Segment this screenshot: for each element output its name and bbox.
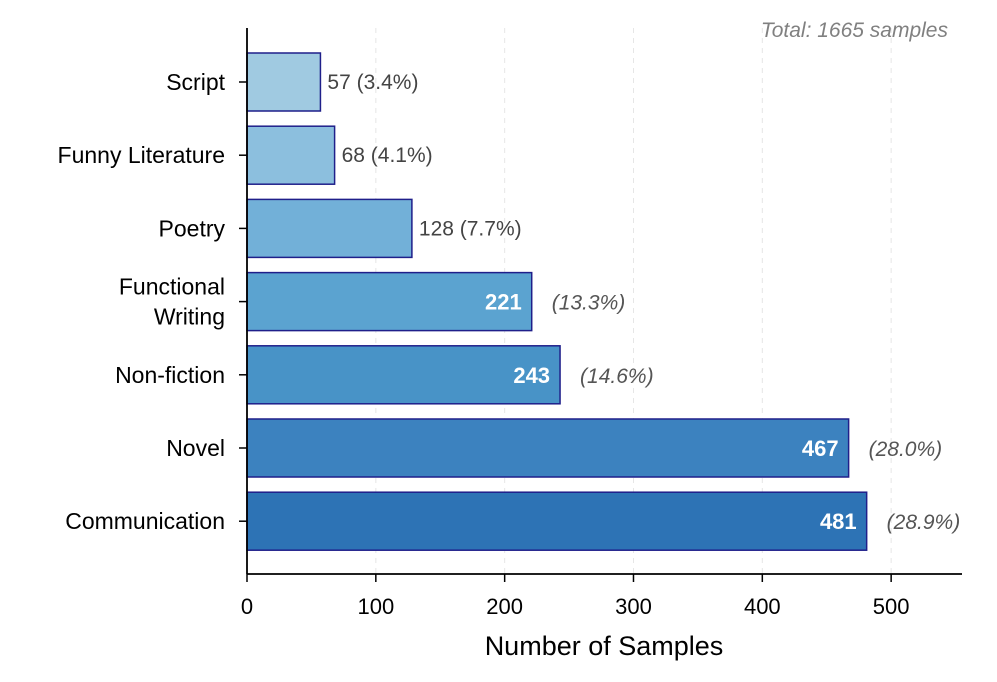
y-tick-label-line: Functional (119, 274, 225, 300)
y-tick-label-script: Script (166, 69, 225, 95)
y-tick-label-line: Novel (166, 435, 225, 461)
y-tick-label-novel: Novel (166, 435, 225, 461)
bar-value-label: 68 (4.1%) (342, 144, 433, 167)
bar-communication (246, 491, 868, 551)
y-tick-label-line: Communication (65, 508, 225, 534)
y-tick-label-communication: Communication (65, 508, 225, 534)
bar-poetry (246, 198, 413, 259)
bar-non-fiction (246, 345, 561, 405)
y-tick-label-poetry: Poetry (159, 215, 226, 241)
bar-functional-writing (246, 271, 533, 332)
y-tick-label-line: Poetry (159, 215, 226, 241)
bar-labels: 57 (3.4%) 68 (4.1%) 128 (7.7%) 221 (13.3%) 24… (327, 71, 960, 534)
bar-value-label: 481 (820, 509, 857, 534)
axes: 0 100 200 300 400 500 Script Funny Literature Po… (58, 28, 962, 619)
bar-percent-label: (14.6%) (580, 365, 654, 388)
x-tick-label: 200 (486, 594, 523, 619)
bar-novel (246, 418, 850, 478)
x-tick-label: 300 (615, 594, 652, 619)
x-tick-label: 100 (357, 594, 394, 619)
bar-value-label: 243 (513, 363, 550, 388)
bars (246, 52, 868, 551)
x-axis-title: Number of Samples (485, 631, 724, 661)
x-tick-label: 0 (241, 594, 253, 619)
bar-value-label: 57 (3.4%) (327, 71, 418, 94)
y-tick-label-line: Non-fiction (115, 362, 225, 388)
bar-value-label: 221 (485, 290, 522, 315)
x-tick-label: 500 (873, 594, 910, 619)
x-tick-label: 400 (744, 594, 781, 619)
bar-value-label: 467 (802, 436, 839, 461)
bar-value-label: 128 (7.7%) (419, 217, 522, 240)
bar-percent-label: (28.0%) (869, 438, 943, 461)
y-tick-label-funny-literature: Funny Literature (58, 142, 225, 168)
y-tick-label-non-fiction: Non-fiction (115, 362, 225, 388)
grid-lines (375, 28, 892, 574)
y-tick-label-functional-writing: Functional Writing (119, 274, 225, 330)
bar-percent-label: (28.9%) (887, 511, 961, 534)
bar-funny-literature (246, 125, 336, 185)
bar-percent-label: (13.3%) (552, 292, 626, 315)
total-annotation: Total: 1665 samples (761, 19, 949, 42)
y-tick-label-line: Writing (154, 304, 225, 330)
y-tick-label-line: Funny Literature (58, 142, 225, 168)
bar-script (246, 52, 322, 112)
y-tick-label-line: Script (166, 69, 225, 95)
